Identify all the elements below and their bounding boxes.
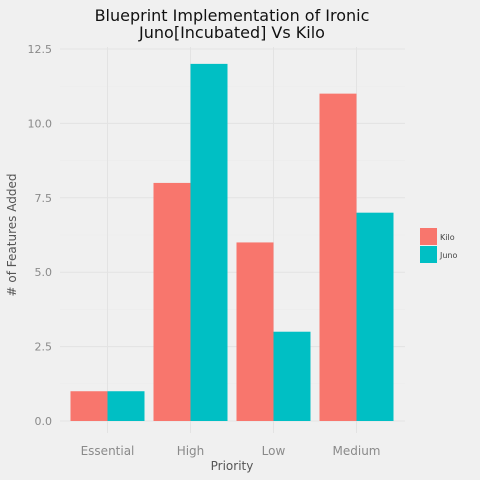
x-tick-label: Essential [81,444,135,458]
legend: Kilo Juno [420,228,458,263]
bar-kilo-medium [319,93,357,421]
bar-juno-low [273,331,311,421]
y-tick-label: 7.5 [35,192,53,205]
bar-kilo-essential [70,391,108,421]
chart-title-line-1: Blueprint Implementation of Ironic [95,6,370,25]
y-tick-label: 12.5 [28,43,53,56]
chart-title-line-2: Juno[Incubated] Vs Kilo [138,23,325,42]
legend-label-juno: Juno [439,251,458,260]
bars [70,63,394,421]
x-axis-tick-labels: Essential High Low Medium [81,444,381,458]
y-tick-label: 5.0 [35,266,53,279]
x-axis-title: Priority [211,459,254,473]
x-tick-label: Low [262,444,286,458]
x-tick-label: High [177,444,205,458]
legend-label-kilo: Kilo [440,233,455,242]
x-tick-label: Medium [333,444,381,458]
y-tick-label: 0.0 [35,415,53,428]
bar-juno-high [190,63,228,421]
y-tick-label: 10.0 [28,117,53,130]
bar-juno-medium [356,212,394,421]
bar-kilo-low [236,242,274,421]
bar-juno-essential [107,391,145,421]
legend-swatch-kilo [420,228,437,245]
legend-swatch-juno [420,246,437,263]
y-axis-tick-labels: 0.0 2.5 5.0 7.5 10.0 12.5 [28,43,53,428]
bar-kilo-high [153,182,191,421]
chart-title: Blueprint Implementation of Ironic Juno[… [95,6,370,42]
y-axis-title: # of Features Added [5,174,19,297]
y-tick-label: 2.5 [35,341,53,354]
